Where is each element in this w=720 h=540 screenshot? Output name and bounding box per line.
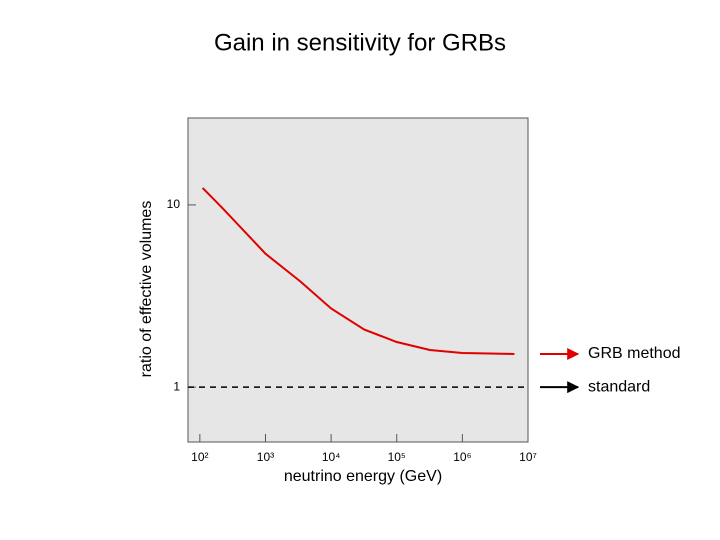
x-tick-label: 10²	[191, 450, 208, 464]
legend-label: standard	[588, 378, 650, 395]
x-tick-label: 10⁷	[519, 450, 537, 464]
x-tick-label: 10⁶	[453, 450, 471, 464]
x-axis-label: neutrino energy (GeV)	[284, 468, 442, 485]
x-tick-label: 10³	[257, 450, 274, 464]
chart-title: Gain in sensitivity for GRBs	[214, 29, 506, 56]
x-tick-label: 10⁵	[388, 450, 406, 464]
y-tick-label: 10	[167, 197, 181, 211]
legend-label: GRB method	[588, 345, 680, 362]
plot-area	[187, 117, 529, 443]
y-tick-label: 1	[173, 379, 180, 393]
series-line	[201, 187, 515, 355]
x-tick-label: 10⁴	[322, 450, 341, 464]
y-axis-label: ratio of effective volumes	[138, 201, 155, 378]
